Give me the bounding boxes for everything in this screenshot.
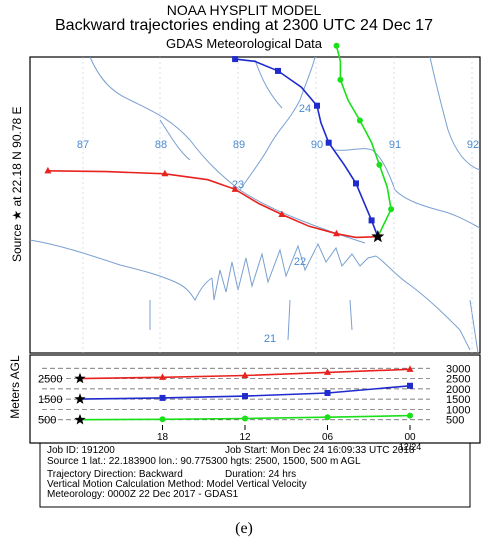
lat-label-21: 21 <box>264 333 276 345</box>
right-height-label-500: 500 <box>446 415 464 427</box>
right-height-label-3000: 3000 <box>446 363 470 375</box>
red-height-marker <box>241 371 249 378</box>
time-tick-label-18: 18 <box>157 432 169 443</box>
map-frame <box>29 56 481 354</box>
lon-label-91: 91 <box>389 139 401 151</box>
trajectory-direction: Trajectory Direction: Backward <box>47 469 183 480</box>
source-coordinates: Source 1 lat.: 22.183900 lon.: 90.775300… <box>47 456 361 467</box>
lon-label-87: 87 <box>77 139 89 151</box>
lon-label-89: 89 <box>233 139 245 151</box>
model-name: NOAA HYSPLIT MODEL <box>166 2 322 18</box>
right-height-label-1500: 1500 <box>446 394 470 406</box>
figure-caption: (e) <box>235 520 253 537</box>
left-height-label-2500: 2500 <box>38 374 62 386</box>
lat-label-22: 22 <box>294 256 306 268</box>
red-height-marker <box>324 368 331 375</box>
blue-height-marker <box>159 394 166 401</box>
meteorology: Meteorology: 0000Z 22 Dec 2017 - GDAS1 <box>47 489 239 500</box>
green-trajectory-marker <box>337 76 344 83</box>
green-trajectory-marker <box>356 117 363 124</box>
start-star-icon <box>74 413 86 425</box>
right-height-label-2500: 2500 <box>446 374 470 386</box>
info-frame <box>39 442 471 508</box>
blue-trajectory-marker <box>232 56 239 63</box>
duration: Duration: 24 hrs <box>225 469 297 480</box>
green-trajectory-marker <box>388 206 395 213</box>
source-star-icon <box>371 229 385 243</box>
blue-height-marker <box>407 382 413 389</box>
right-height-label-2000: 2000 <box>446 384 470 396</box>
job-id: Job ID: 191200 <box>47 445 115 456</box>
green-trajectory-marker <box>333 42 340 49</box>
blue-height-marker <box>324 389 331 396</box>
red-height-marker <box>406 365 414 372</box>
red-trajectory-marker <box>44 166 52 174</box>
time-tick-label-12: 12 <box>239 432 251 443</box>
red-trajectory-marker <box>231 185 239 192</box>
green-height-marker <box>407 412 413 419</box>
green-trajectory-marker <box>376 161 383 168</box>
red-trajectory-marker <box>161 169 169 177</box>
green-height-marker <box>159 416 166 423</box>
chart-subtitle: GDAS Meteorological Data <box>165 36 323 51</box>
lon-label-88: 88 <box>155 139 167 151</box>
right-height-label-1000: 1000 <box>446 404 470 416</box>
time-tick-label-00: 00 <box>404 432 416 443</box>
time-tick-label-06: 06 <box>322 432 334 443</box>
green-height-marker <box>324 414 331 421</box>
start-star-icon <box>74 372 86 384</box>
blue-trajectory-marker <box>314 102 320 109</box>
blue-height-marker <box>242 393 248 400</box>
left-height-label-1500: 1500 <box>38 394 62 406</box>
blue-trajectory-marker <box>368 217 375 224</box>
start-star-icon <box>74 393 86 404</box>
red-trajectory-marker <box>278 210 286 217</box>
blue-trajectory-marker <box>275 67 281 74</box>
green-height-marker <box>242 415 248 422</box>
lon-label-90: 90 <box>311 139 323 151</box>
coastline <box>29 56 481 354</box>
red-trajectory-marker <box>333 229 340 237</box>
lon-label-92: 92 <box>467 139 479 151</box>
blue-trajectory-line <box>235 58 379 237</box>
chart-title: Backward trajectories ending at 2300 UTC… <box>55 17 433 34</box>
red-height-marker <box>159 373 166 380</box>
green-trajectory-line <box>335 45 392 238</box>
red-trajectory-line <box>47 170 378 239</box>
vertical-method: Vertical Motion Calculation Method: Mode… <box>47 479 307 490</box>
blue-trajectory-marker <box>353 180 359 187</box>
lat-label-24: 24 <box>299 103 311 115</box>
job-start: Job Start: Mon Dec 24 16:09:33 UTC 2018 <box>225 445 415 456</box>
date-sublabel: 12/24 <box>399 442 422 452</box>
left-height-label-500: 500 <box>38 415 56 427</box>
blue-trajectory-marker <box>325 139 332 146</box>
